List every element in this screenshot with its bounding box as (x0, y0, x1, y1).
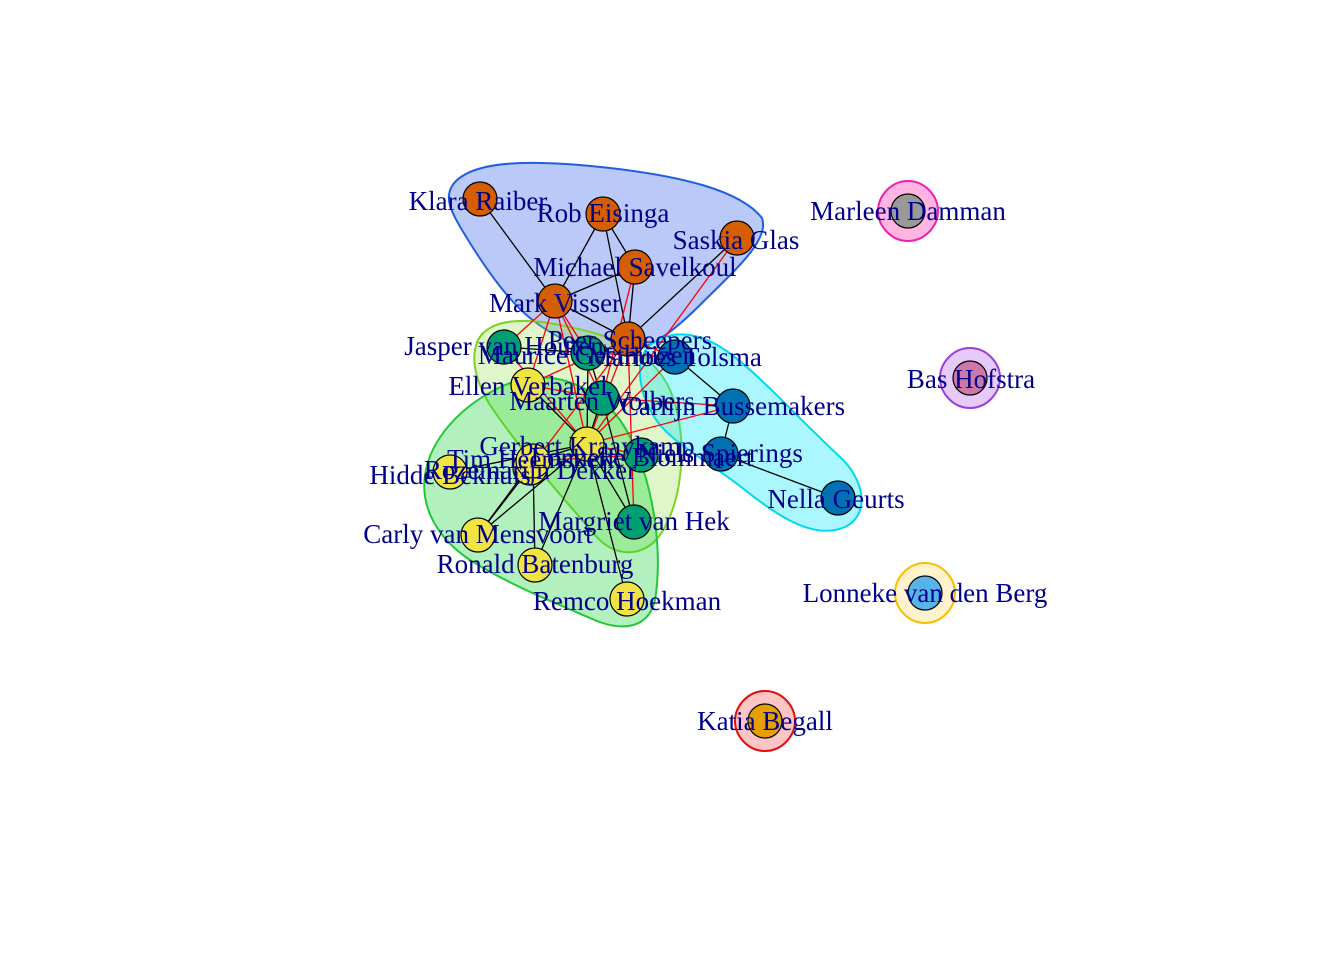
within-edge-rob-eisinga-peer-scheepers (602, 213, 629, 340)
node-maarten-wolbers[interactable] (584, 380, 620, 416)
node-lonneke-van-den-berg[interactable] (907, 575, 943, 611)
node-label-bas-hofstra: Bas Hofstra (907, 364, 1035, 394)
node-label-carlijn-bussemakers: Carlijn Bussemakers (621, 391, 845, 421)
node-label-saskia-glas: Saskia Glas (673, 225, 800, 255)
node-rob-eisinga[interactable] (585, 196, 621, 232)
node-label-margriet-van-hek: Margriet van Hek (538, 506, 730, 536)
between-edge-peer-scheepers-margriet-van-hek (627, 338, 635, 523)
within-edge-niels-spierings-nella-geurts (720, 453, 839, 499)
node-label-maarten-wolbers: Maarten Wolbers (509, 386, 695, 416)
node-katia-begall[interactable] (747, 703, 783, 739)
node-hidde-bekhuis[interactable] (432, 454, 468, 490)
between-edge-jasper-van-houten-gerbert-kraaykamp (503, 346, 588, 445)
nodes (432, 181, 988, 739)
within-edge-saskia-glas-peer-scheepers (627, 237, 738, 340)
node-carlijn-bussemakers[interactable] (715, 388, 751, 424)
between-edge-rozemarijn-dekker-peer-scheepers (529, 338, 629, 469)
node-ellen-verbakel[interactable] (510, 367, 546, 403)
node-label-peer-scheepers: Peer Scheepers (548, 325, 712, 355)
group-hull-g1 (447, 161, 765, 354)
node-label-rozemarijn-dekker: Rozemarijn Dekker (424, 455, 636, 485)
node-peer-scheepers[interactable] (610, 321, 646, 357)
node-carly-van-mensvoort[interactable] (460, 517, 496, 553)
node-label-maurice-gesthuizen: Maurice Gesthuizen (478, 340, 697, 370)
within-edge-maarten-wolbers-margriet-van-hek (601, 397, 635, 523)
within-edge-gerbert-kraaykamp-ronald-batenburg (534, 443, 588, 566)
node-label-michael-savelkoul: Michael Savelkoul (533, 252, 736, 282)
node-maurice-gesthuizen[interactable] (570, 335, 606, 371)
node-michael-savelkoul[interactable] (617, 249, 653, 285)
node-ronald-batenburg[interactable] (517, 547, 553, 583)
node-label-gerbert-kraaykamp: Gerbert Kraaykamp (479, 431, 694, 461)
node-label-klara-raiber: Klara Raiber (409, 186, 548, 216)
node-label-niels-spierings: Niels Spierings (637, 438, 803, 468)
node-label-lonneke-blommaert: Lonneke Blommaert (531, 442, 754, 472)
node-label-nella-geurts: Nella Geurts (767, 484, 904, 514)
node-bas-hofstra[interactable] (952, 360, 988, 396)
node-gerbert-kraaykamp[interactable] (569, 426, 605, 462)
within-edge-klara-raiber-mark-visser (479, 198, 556, 302)
node-label-carly-van-mensvoort: Carly van Mensvoort (363, 519, 593, 549)
node-label-katia-begall: Katia Begall (697, 706, 833, 736)
node-nella-geurts[interactable] (820, 480, 856, 516)
node-saskia-glas[interactable] (719, 220, 755, 256)
node-label-tim-heemskerk: Tim Heemskerk (447, 444, 621, 474)
within-edge-gerbert-kraaykamp-remco-hoekman (586, 443, 628, 600)
between-edge-mark-visser-gerbert-kraaykamp (554, 300, 588, 445)
node-lonneke-blommaert[interactable] (623, 437, 659, 473)
node-tim-heemskerk[interactable] (515, 443, 551, 479)
node-label-mark-visser: Mark Visser (489, 288, 621, 318)
node-remco-hoekman[interactable] (609, 581, 645, 617)
node-label-rob-eisinga: Rob Eisinga (537, 198, 670, 228)
node-label-hidde-bekhuis: Hidde Bekhuis (369, 460, 530, 490)
between-edge-carlijn-bussemakers-gerbert-kraaykamp (586, 405, 734, 445)
node-label-jasper-van-houten: Jasper van Houten (404, 331, 604, 361)
node-niels-spierings[interactable] (703, 436, 739, 472)
node-label-lonneke-van-den-berg: Lonneke van den Berg (803, 578, 1048, 608)
node-klara-raiber[interactable] (462, 181, 498, 217)
node-label-ronald-batenburg: Ronald Batenburg (437, 549, 634, 579)
node-label-marleen-damman: Marleen Damman (810, 196, 1006, 226)
node-marleen-damman[interactable] (890, 193, 926, 229)
node-jasper-van-houten[interactable] (486, 329, 522, 365)
node-marloes-tolsma[interactable] (657, 339, 693, 375)
node-label-remco-hoekman: Remco Hoekman (533, 586, 722, 616)
node-margriet-van-hek[interactable] (616, 504, 652, 540)
between-edge-carlijn-bussemakers-maarten-wolbers (601, 397, 734, 407)
node-label-ellen-verbakel: Ellen Verbakel (448, 371, 607, 401)
node-label-marloes-tolsma: Marloes Tolsma (588, 342, 762, 372)
node-mark-visser[interactable] (537, 283, 573, 319)
between-edge-marloes-tolsma-gerbert-kraaykamp (586, 356, 676, 445)
